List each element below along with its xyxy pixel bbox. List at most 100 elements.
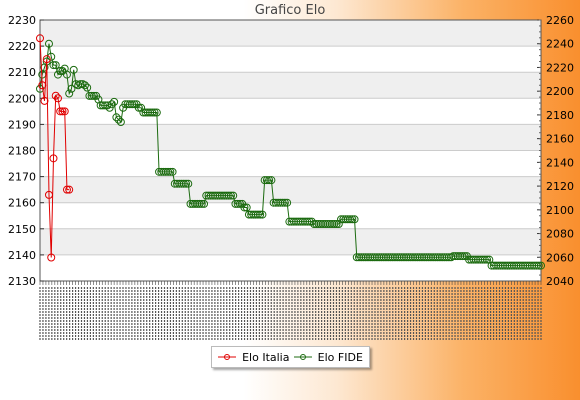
y-left-tick-label: 2200 (8, 92, 36, 105)
point-elo-italia (62, 185, 71, 194)
point-elo-fide (87, 91, 96, 100)
point-elo-fide (278, 198, 287, 207)
point-elo-fide (164, 167, 173, 176)
point-elo-fide (283, 198, 292, 207)
point-elo-fide (56, 67, 65, 76)
point-elo-italia (38, 81, 47, 90)
point-elo-fide (305, 217, 314, 226)
y-right-tick-label: 2180 (546, 109, 574, 122)
legend-label-elo-italia: Elo Italia (242, 350, 290, 364)
series-line-elo-italia (39, 38, 70, 258)
y-left-tick-label: 2190 (8, 118, 36, 131)
point-elo-fide (76, 80, 85, 89)
point-elo-fide (303, 217, 312, 226)
point-elo-fide (47, 52, 56, 61)
grid-band (40, 202, 541, 229)
point-elo-fide (62, 70, 71, 79)
point-elo-italia (65, 185, 74, 194)
y-right-tick-label: 2080 (546, 228, 574, 241)
point-elo-fide (195, 199, 204, 208)
point-elo-fide (65, 89, 74, 98)
y-left-tick-label: 2220 (8, 40, 36, 53)
point-elo-fide (242, 203, 251, 212)
point-elo-italia (36, 34, 44, 43)
legend: Elo Italia Elo FIDE (211, 346, 370, 368)
y-left-tick-label: 2230 (8, 14, 36, 27)
point-elo-fide (134, 103, 143, 112)
chart-title: Grafico Elo (254, 3, 326, 18)
point-elo-fide (83, 83, 92, 92)
point-elo-fide (200, 199, 209, 208)
point-elo-fide (458, 252, 467, 261)
legend-marker-elo-fide (293, 354, 312, 360)
y-right-tick-label: 2060 (546, 251, 574, 264)
point-elo-fide (346, 215, 355, 224)
point-elo-italia (40, 96, 49, 105)
y-left-tick-label: 2180 (8, 145, 36, 158)
point-elo-fide (480, 255, 489, 264)
grid-band (40, 46, 541, 73)
legend-item-elo-fide: Elo FIDE (293, 350, 363, 364)
y-left-tick-label: 2140 (8, 249, 36, 262)
legend-label-elo-fide: Elo FIDE (317, 350, 363, 364)
point-elo-fide (51, 61, 60, 70)
point-elo-fide (253, 210, 262, 219)
grid-band (40, 176, 541, 203)
point-elo-fide (280, 198, 289, 207)
point-elo-fide (229, 191, 238, 200)
point-elo-fide (166, 167, 175, 176)
point-elo-fide (537, 261, 545, 270)
point-elo-fide (182, 179, 191, 188)
point-elo-fide (330, 220, 339, 229)
point-elo-fide (265, 176, 274, 185)
point-elo-fide (98, 101, 107, 110)
point-elo-fide (197, 199, 206, 208)
legend-marker-elo-italia (218, 354, 237, 360)
point-elo-italia (60, 107, 69, 116)
y-left-tick-label: 2130 (8, 275, 36, 288)
point-elo-fide (348, 215, 357, 224)
y-left-tick-label: 2170 (8, 171, 36, 184)
point-elo-fide (240, 203, 249, 212)
grid-band (40, 124, 541, 151)
point-elo-fide (80, 81, 89, 90)
point-elo-fide (350, 215, 359, 224)
point-elo-italia (56, 107, 65, 116)
grid-band (40, 228, 541, 255)
grid-band (40, 150, 541, 177)
point-elo-fide (112, 113, 121, 122)
point-elo-fide (107, 100, 116, 109)
point-elo-fide (152, 108, 161, 117)
point-elo-fide (307, 217, 316, 226)
y-right-tick-label: 2160 (546, 133, 574, 146)
point-elo-fide (150, 108, 159, 117)
point-elo-fide (137, 103, 146, 112)
y-left-tick-label: 2210 (8, 66, 36, 79)
point-elo-fide (332, 220, 341, 229)
point-elo-italia (51, 91, 60, 100)
legend-item-elo-italia: Elo Italia (218, 351, 289, 364)
point-elo-fide (233, 199, 242, 208)
point-elo-fide (334, 220, 343, 229)
point-elo-italia (44, 190, 53, 199)
point-elo-fide (116, 118, 125, 127)
point-elo-fide (256, 210, 265, 219)
y-right-tick-label: 2220 (546, 61, 574, 74)
point-elo-fide (103, 101, 112, 110)
y-right-tick-label: 2040 (546, 275, 574, 288)
point-elo-fide (534, 261, 543, 270)
point-elo-italia (58, 107, 67, 116)
y-left-tick-label: 2160 (8, 197, 36, 210)
y-right-tick-label: 2260 (546, 14, 574, 27)
point-elo-fide (128, 100, 137, 109)
grid-band (40, 72, 541, 99)
y-right-tick-label: 2120 (546, 180, 574, 193)
point-elo-fide (110, 97, 119, 106)
point-elo-italia (47, 253, 56, 262)
point-elo-fide (148, 108, 157, 117)
point-elo-fide (69, 65, 78, 74)
point-elo-fide (226, 191, 235, 200)
grid-band (40, 20, 541, 47)
point-elo-fide (262, 176, 271, 185)
point-elo-fide (267, 176, 276, 185)
